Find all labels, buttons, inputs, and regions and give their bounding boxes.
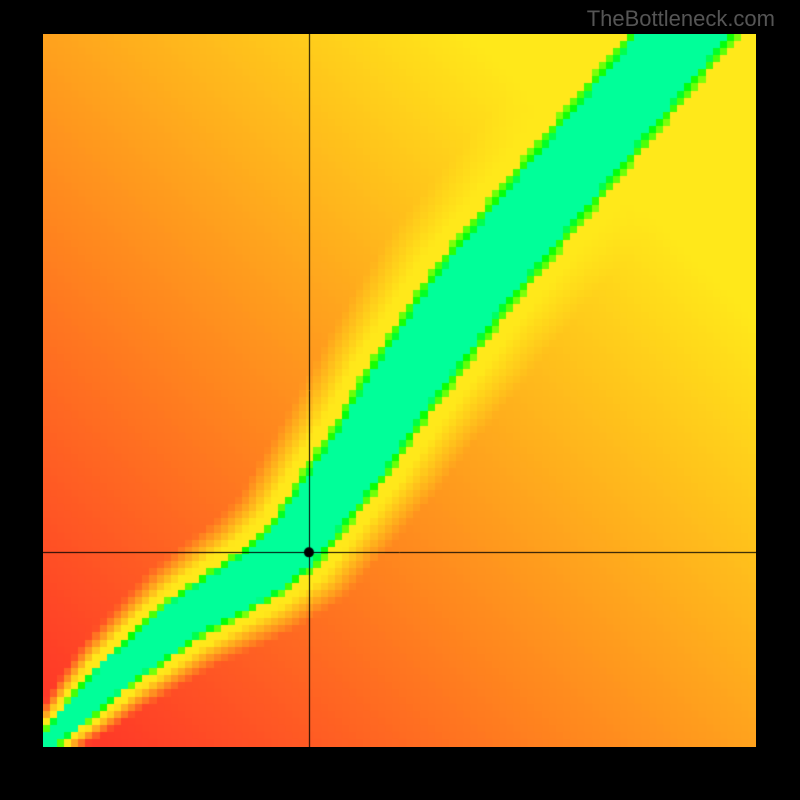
chart-container: TheBottleneck.com	[0, 0, 800, 800]
bottleneck-heatmap	[43, 34, 756, 747]
watermark-text: TheBottleneck.com	[587, 6, 775, 32]
